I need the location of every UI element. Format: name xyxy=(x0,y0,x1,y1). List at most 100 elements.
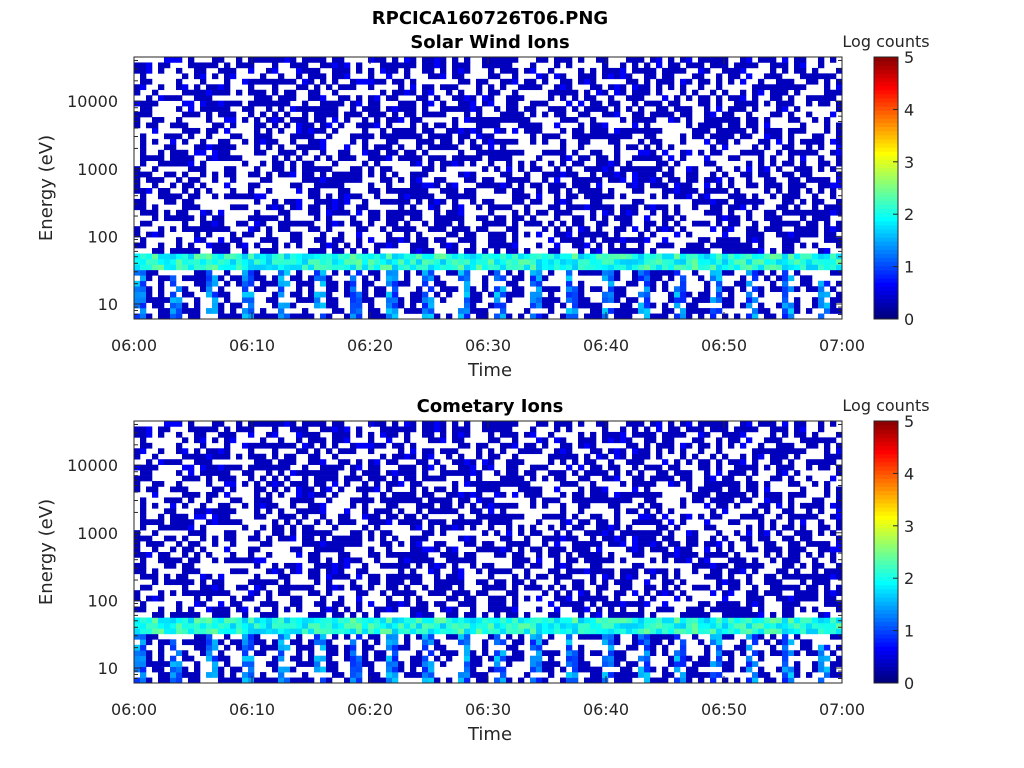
heatmap-cell xyxy=(152,117,159,123)
heatmap-cell xyxy=(368,297,375,303)
heatmap-cell xyxy=(296,595,303,602)
heatmap-solar-wind xyxy=(134,57,843,320)
heatmap-cell xyxy=(380,242,387,249)
heatmap-cell xyxy=(302,264,309,271)
heatmap-cell xyxy=(134,590,141,596)
heatmap-cell xyxy=(392,291,399,298)
heatmap-cell xyxy=(554,264,561,271)
heatmap-cell xyxy=(158,313,165,320)
heatmap-cell xyxy=(464,133,471,140)
heatmap-cell xyxy=(422,242,429,249)
heatmap-cell xyxy=(686,188,693,194)
heatmap-cell xyxy=(440,264,447,271)
heatmap-cell xyxy=(374,508,381,515)
heatmap-cell xyxy=(140,204,147,211)
heatmap-cell xyxy=(800,138,807,145)
heatmap-cell xyxy=(422,182,429,189)
heatmap-cell xyxy=(344,622,351,629)
heatmap-cell xyxy=(452,269,459,276)
heatmap-cell xyxy=(200,617,207,624)
heatmap-cell xyxy=(662,73,669,80)
heatmap-cell xyxy=(584,253,591,260)
heatmap-cell xyxy=(332,237,339,243)
heatmap-cell xyxy=(620,237,627,243)
heatmap-cell xyxy=(170,459,177,465)
heatmap-cell xyxy=(740,198,747,205)
heatmap-cell xyxy=(644,100,651,107)
heatmap-cell xyxy=(788,100,795,107)
heatmap-cell xyxy=(596,308,603,314)
heatmap-cell xyxy=(338,198,345,205)
heatmap-cell xyxy=(272,89,279,96)
heatmap-cell xyxy=(464,297,471,303)
heatmap-cell xyxy=(470,601,477,607)
heatmap-cell xyxy=(158,275,165,282)
heatmap-cell xyxy=(758,291,765,298)
heatmap-cell xyxy=(410,248,417,254)
heatmap-cell xyxy=(800,258,807,265)
heatmap-cell xyxy=(668,242,675,249)
heatmap-cell xyxy=(596,89,603,96)
heatmap-cell xyxy=(482,198,489,205)
heatmap-cell xyxy=(206,231,213,238)
heatmap-cell xyxy=(836,84,843,91)
heatmap-cell xyxy=(836,198,843,205)
heatmap-cell xyxy=(326,182,333,189)
heatmap-cell xyxy=(620,258,627,265)
heatmap-cell xyxy=(140,524,147,531)
heatmap-cell xyxy=(338,519,345,526)
heatmap-cell xyxy=(410,573,417,580)
heatmap-cell xyxy=(440,530,447,536)
heatmap-cell xyxy=(308,442,315,449)
heatmap-cell xyxy=(806,166,813,172)
heatmap-cell xyxy=(710,253,717,260)
heatmap-cell xyxy=(356,171,363,178)
heatmap-cell xyxy=(776,111,783,118)
heatmap-cell xyxy=(170,264,177,271)
heatmap-cell xyxy=(728,177,735,183)
heatmap-cell xyxy=(428,421,435,427)
heatmap-cell xyxy=(422,166,429,172)
heatmap-cell xyxy=(470,248,477,254)
heatmap-cell xyxy=(728,127,735,134)
heatmap-cell xyxy=(656,226,663,232)
heatmap-cell xyxy=(536,155,543,162)
heatmap-cell xyxy=(350,280,357,287)
heatmap-cell xyxy=(242,661,249,667)
heatmap-cell xyxy=(632,144,639,151)
heatmap-cell xyxy=(410,84,417,91)
heatmap-cell xyxy=(272,264,279,271)
heatmap-cell xyxy=(632,111,639,118)
heatmap-cell xyxy=(770,160,777,167)
heatmap-cell xyxy=(392,226,399,232)
heatmap-cell xyxy=(362,280,369,287)
heatmap-cell xyxy=(686,193,693,200)
heatmap-cell xyxy=(686,149,693,156)
heatmap-cell xyxy=(242,655,249,662)
heatmap-cell xyxy=(284,421,291,427)
heatmap-cell xyxy=(542,297,549,303)
heatmap-cell xyxy=(140,302,147,309)
heatmap-cell xyxy=(620,209,627,216)
heatmap-cell xyxy=(494,286,501,293)
heatmap-cell xyxy=(194,275,201,282)
heatmap-cell xyxy=(746,237,753,243)
heatmap-cell xyxy=(170,579,177,586)
heatmap-cell xyxy=(422,291,429,298)
heatmap-cell xyxy=(212,421,219,427)
heatmap-cell xyxy=(416,595,423,602)
heatmap-cell xyxy=(188,475,195,482)
heatmap-cell xyxy=(368,149,375,156)
heatmap-cell xyxy=(242,160,249,167)
heatmap-cell xyxy=(302,431,309,438)
heatmap-cell xyxy=(560,117,567,123)
heatmap-cell xyxy=(470,117,477,123)
heatmap-cell xyxy=(314,111,321,118)
heatmap-cell xyxy=(398,89,405,96)
heatmap-cell xyxy=(680,57,687,63)
heatmap-cell xyxy=(212,584,219,591)
heatmap-cell xyxy=(164,297,171,303)
heatmap-cell xyxy=(290,655,297,662)
heatmap-cell xyxy=(422,672,429,678)
heatmap-cell xyxy=(818,138,825,145)
